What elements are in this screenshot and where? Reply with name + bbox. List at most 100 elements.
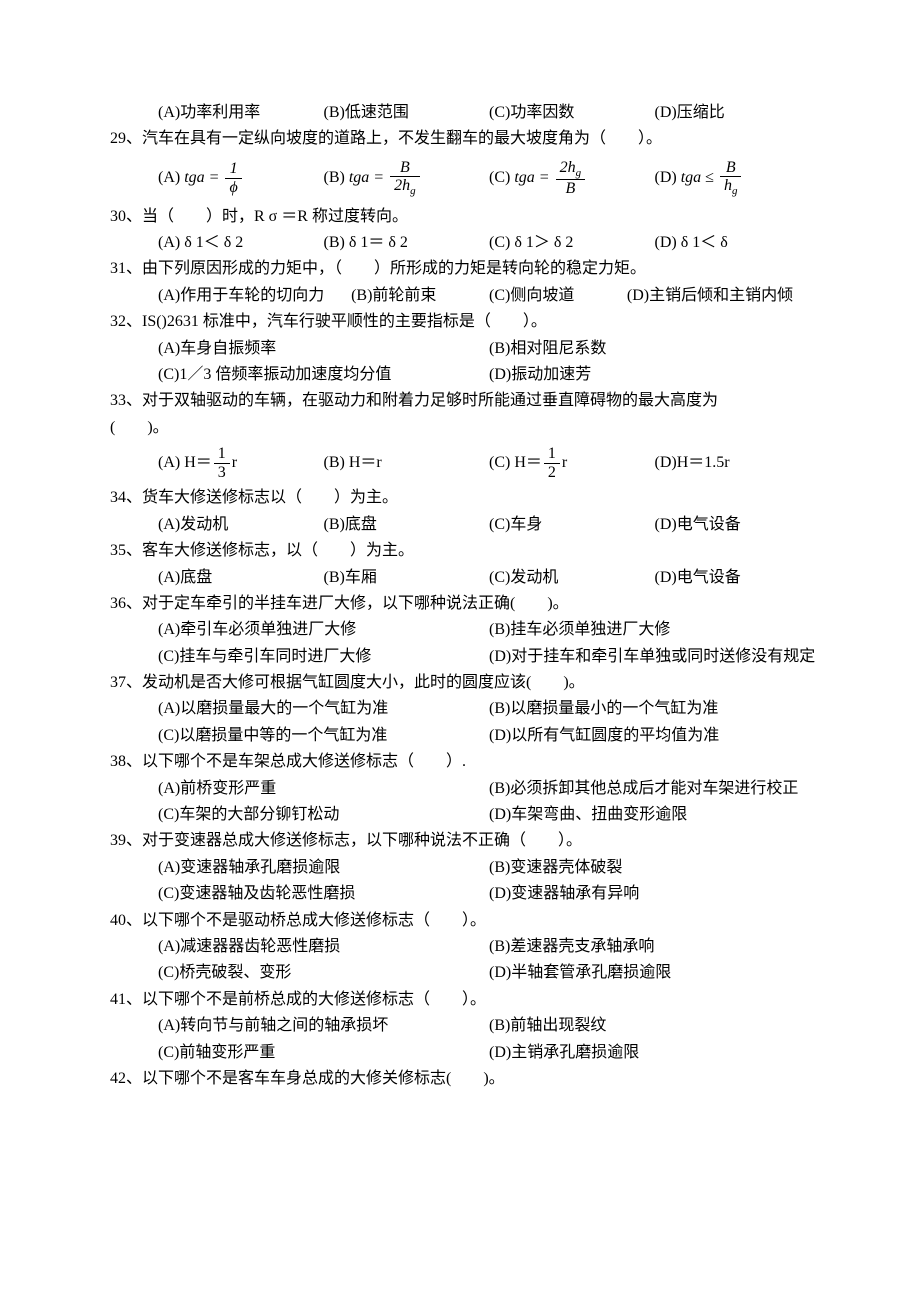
q29-d-num: B: [720, 159, 742, 178]
q28-options-row: (A)功率利用率 (B)低速范围 (C)功率因数 (D)压缩比: [110, 100, 820, 126]
q33-opt-a: (A) H＝13r: [158, 445, 324, 481]
q29-b-num: B: [390, 159, 420, 178]
q36-opt-c: (C)挂车与牵引车同时进厂大修: [158, 644, 489, 670]
q40-opt-d: (D)半轴套管承孔磨损逾限: [489, 960, 820, 986]
q40-stem: 40、以下哪个不是驱动桥总成大修送修标志（ ）。: [110, 908, 820, 934]
q33-stem1: 33、对于双轴驱动的车辆，在驱动力和附着力足够时所能通过垂直障碍物的最大高度为: [110, 388, 820, 414]
q35-opt-b: (B)车厢: [324, 565, 490, 591]
q29-opt-c: (C) tga = 2hgB: [489, 159, 655, 198]
q29-b-label: (B): [324, 169, 345, 186]
q31-options-row: (A)作用于车轮的切向力 (B)前轮前束 (C)侧向坡道 (D)主销后倾和主销内…: [110, 283, 820, 309]
q38-opt-d: (D)车架弯曲、扭曲变形逾限: [489, 802, 820, 828]
q32-opt-b: (B)相对阻尼系数: [489, 336, 820, 362]
q29-d-frac: Bhg: [718, 159, 744, 198]
q41-options-row2: (C)前轴变形严重 (D)主销承孔磨损逾限: [110, 1040, 820, 1066]
q36-opt-b: (B)挂车必须单独进厂大修: [489, 617, 820, 643]
q33-opt-d: (D)H＝1.5r: [655, 450, 821, 476]
q32-opt-d: (D)振动加速芳: [489, 362, 820, 388]
q36-opt-d: (D)对于挂车和牵引车单独或同时送修没有规定: [489, 644, 820, 670]
q34-opt-b: (B)底盘: [324, 512, 490, 538]
q35-options-row: (A)底盘 (B)车厢 (C)发动机 (D)电气设备: [110, 565, 820, 591]
q29-d-label: (D): [655, 169, 677, 186]
q29-opt-d: (D) tga ≤ Bhg: [655, 159, 821, 198]
q38-opt-a: (A)前桥变形严重: [158, 776, 489, 802]
q36-stem: 36、对于定车牵引的半挂车进厂大修，以下哪种说法正确( )。: [110, 591, 820, 617]
q29-a-den: ϕ: [225, 179, 241, 197]
q38-opt-c: (C)车架的大部分铆钉松动: [158, 802, 489, 828]
q33-a-num: 1: [214, 445, 230, 464]
q31-opt-a: (A)作用于车轮的切向力: [158, 283, 351, 309]
q34-opt-d: (D)电气设备: [655, 512, 821, 538]
q41-opt-a: (A)转向节与前轴之间的轴承损坏: [158, 1013, 489, 1039]
q33-options-row: (A) H＝13r (B) H＝r (C) H＝12r (D)H＝1.5r: [110, 441, 820, 485]
q39-options-row2: (C)变速器轴及齿轮恶性磨损 (D)变速器轴承有异响: [110, 881, 820, 907]
q39-options-row1: (A)变速器轴承孔磨损逾限 (B)变速器壳体破裂: [110, 855, 820, 881]
q40-opt-b: (B)差速器壳支承轴承响: [489, 934, 820, 960]
q29-a-num: 1: [225, 160, 241, 179]
q37-opt-a: (A)以磨损量最大的一个气缸为准: [158, 696, 489, 722]
q37-options-row1: (A)以磨损量最大的一个气缸为准 (B)以磨损量最小的一个气缸为准: [110, 696, 820, 722]
q30-opt-d: (D) δ 1＜ δ: [655, 230, 821, 256]
q29-c-num-sub: g: [576, 167, 582, 179]
q41-opt-d: (D)主销承孔磨损逾限: [489, 1040, 820, 1066]
q41-opt-c: (C)前轴变形严重: [158, 1040, 489, 1066]
q31-opt-d: (D)主销后倾和主销内倾: [627, 283, 820, 309]
q33-c-frac: 12: [542, 445, 562, 481]
q29-d-den-sub: g: [732, 186, 738, 198]
q39-stem: 39、对于变速器总成大修送修标志，以下哪种说法不正确（ ）。: [110, 828, 820, 854]
q29-d-den: hg: [720, 177, 742, 197]
q29-opt-a: (A) tga = 1ϕ: [158, 160, 324, 196]
q37-opt-d: (D)以所有气缸圆度的平均值为准: [489, 723, 820, 749]
q39-opt-c: (C)变速器轴及齿轮恶性磨损: [158, 881, 489, 907]
q29-opt-b: (B) tga = B2hg: [324, 159, 490, 198]
q36-options-row2: (C)挂车与牵引车同时进厂大修 (D)对于挂车和牵引车单独或同时送修没有规定: [110, 644, 820, 670]
q29-b-frac: B2hg: [388, 159, 422, 198]
q33-stem2: ( )。: [110, 415, 820, 441]
q40-opt-a: (A)减速器器齿轮恶性磨损: [158, 934, 489, 960]
q29-b-den-sub: g: [410, 186, 416, 198]
q28-opt-c: (C)功率因数: [489, 100, 655, 126]
q34-stem: 34、货车大修送修标志以（ ）为主。: [110, 485, 820, 511]
q39-opt-d: (D)变速器轴承有异响: [489, 881, 820, 907]
q30-options-row: (A) δ 1＜ δ 2 (B) δ 1＝ δ 2 (C) δ 1＞ δ 2 (…: [110, 230, 820, 256]
q33-a-frac: 13: [212, 445, 232, 481]
q32-options-row2: (C)1／3 倍频率振动加速度均分值 (D)振动加速芳: [110, 362, 820, 388]
q37-opt-b: (B)以磨损量最小的一个气缸为准: [489, 696, 820, 722]
q29-stem: 29、汽车在具有一定纵向坡度的道路上，不发生翻车的最大坡度角为（ ）。: [110, 126, 820, 152]
q33-a-label: (A) H＝: [158, 454, 212, 471]
q40-options-row1: (A)减速器器齿轮恶性磨损 (B)差速器壳支承轴承响: [110, 934, 820, 960]
q29-c-lhs: tga =: [514, 169, 553, 186]
q36-options-row1: (A)牵引车必须单独进厂大修 (B)挂车必须单独进厂大修: [110, 617, 820, 643]
q32-opt-a: (A)车身自振频率: [158, 336, 489, 362]
q29-d-lhs: tga ≤: [681, 169, 718, 186]
q41-options-row1: (A)转向节与前轴之间的轴承损坏 (B)前轴出现裂纹: [110, 1013, 820, 1039]
q35-opt-d: (D)电气设备: [655, 565, 821, 591]
q39-opt-a: (A)变速器轴承孔磨损逾限: [158, 855, 489, 881]
q40-options-row2: (C)桥壳破裂、变形 (D)半轴套管承孔磨损逾限: [110, 960, 820, 986]
q42-stem: 42、以下哪个不是客车车身总成的大修关修标志( )。: [110, 1066, 820, 1092]
q36-opt-a: (A)牵引车必须单独进厂大修: [158, 617, 489, 643]
q29-a-lhs: tga =: [184, 169, 223, 186]
q28-opt-b: (B)低速范围: [324, 100, 490, 126]
q29-d-den-base: h: [724, 177, 732, 194]
q29-c-num: 2hg: [556, 159, 586, 180]
q29-c-label: (C): [489, 169, 510, 186]
q38-opt-b: (B)必须拆卸其他总成后才能对车架进行校正: [489, 776, 820, 802]
q31-opt-c: (C)侧向坡道: [489, 283, 627, 309]
q35-opt-a: (A)底盘: [158, 565, 324, 591]
q37-options-row2: (C)以磨损量中等的一个气缸为准 (D)以所有气缸圆度的平均值为准: [110, 723, 820, 749]
q33-a-tail: r: [232, 454, 237, 471]
q33-c-tail: r: [562, 454, 567, 471]
q41-opt-b: (B)前轴出现裂纹: [489, 1013, 820, 1039]
q32-options-row1: (A)车身自振频率 (B)相对阻尼系数: [110, 336, 820, 362]
q29-b-den: 2hg: [390, 177, 420, 197]
q30-opt-c: (C) δ 1＞ δ 2: [489, 230, 655, 256]
q31-stem: 31、由下列原因形成的力矩中，（ ）所形成的力矩是转向轮的稳定力矩。: [110, 256, 820, 282]
q34-options-row: (A)发动机 (B)底盘 (C)车身 (D)电气设备: [110, 512, 820, 538]
q34-opt-a: (A)发动机: [158, 512, 324, 538]
q29-a-frac: 1ϕ: [223, 160, 243, 196]
q40-opt-c: (C)桥壳破裂、变形: [158, 960, 489, 986]
q32-opt-c: (C)1／3 倍频率振动加速度均分值: [158, 362, 489, 388]
q33-a-den: 3: [214, 464, 230, 482]
q33-c-den: 2: [544, 464, 560, 482]
